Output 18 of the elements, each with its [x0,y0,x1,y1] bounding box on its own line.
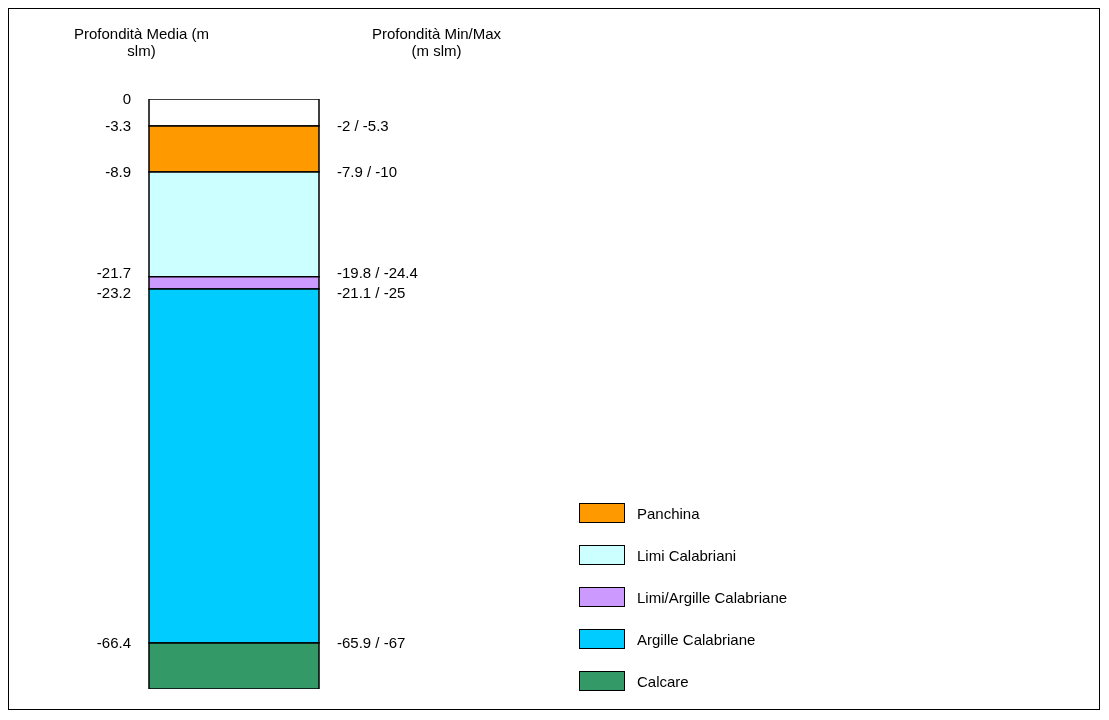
y-tick-label: -3.3 [105,117,131,135]
legend-label: Limi/Argille Calabriane [637,588,788,606]
text: -65.9 / -67 [337,634,406,652]
legend-label: Limi Calabriani [637,546,737,564]
text: -7.9 / -10 [337,163,398,181]
y-tick-label: -66.4 [96,634,131,652]
text: -2 / -5.3 [337,117,389,135]
y-axis-title: Profondità Media (m slm) [72,25,211,59]
text: -19.8 / -24.4 [337,264,418,282]
y-tick-label: -21.7 [96,264,131,282]
text: -21.1 / -25 [337,284,406,302]
text: Profondità Min/Max (m slm) [370,25,503,59]
y-tick-label: 0 [122,90,131,108]
y-tick-label: -8.9 [105,163,131,181]
legend-label: Argille Calabriane [637,630,756,648]
y-tick-label: -23.2 [96,284,131,302]
legend-label: Panchina [637,504,700,522]
legend-label: Calcare [637,672,689,690]
